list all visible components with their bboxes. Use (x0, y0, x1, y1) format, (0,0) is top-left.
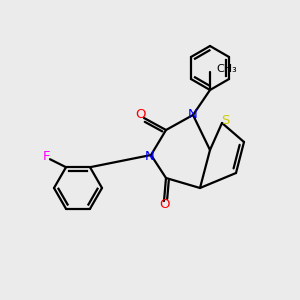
Text: O: O (136, 109, 146, 122)
Text: F: F (42, 150, 50, 163)
Text: CH₃: CH₃ (216, 64, 237, 74)
Text: S: S (221, 113, 229, 127)
Text: O: O (159, 197, 169, 211)
Text: N: N (188, 109, 198, 122)
Text: N: N (145, 149, 155, 163)
